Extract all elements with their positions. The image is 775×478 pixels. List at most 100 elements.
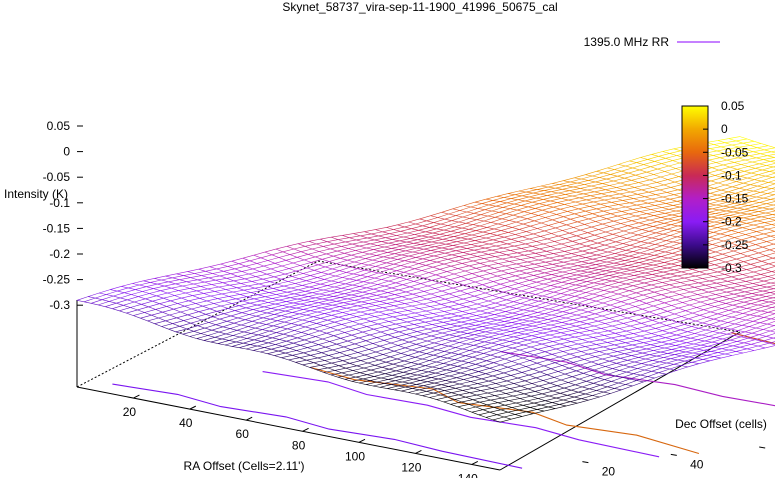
mesh-segment (551, 271, 563, 275)
mesh-segment (500, 364, 508, 368)
mesh-segment (582, 386, 590, 390)
mesh-segment (538, 297, 550, 302)
mesh-segment (233, 319, 246, 324)
mesh-segment (764, 183, 775, 188)
mesh-segment (295, 359, 307, 363)
mesh-segment (486, 223, 499, 228)
mesh-segment (521, 201, 533, 206)
mesh-segment (752, 197, 764, 202)
mesh-segment (463, 334, 475, 339)
mesh-segment (574, 210, 586, 215)
mesh-segment (371, 271, 379, 274)
mesh-segment (516, 342, 524, 346)
mesh-segment (595, 218, 607, 222)
mesh-segment (213, 300, 225, 304)
mesh-segment (568, 378, 580, 383)
mesh-segment (461, 399, 473, 403)
mesh-segment (680, 362, 692, 366)
mesh-segment (736, 255, 748, 260)
mesh-segment (574, 174, 586, 179)
mesh-segment (314, 266, 326, 271)
mesh-segment (417, 319, 426, 323)
mesh-segment (375, 305, 383, 308)
mesh-segment (584, 221, 596, 225)
mesh-segment (317, 357, 325, 361)
mesh-segment (450, 404, 458, 408)
mesh-segment (480, 307, 492, 312)
mesh-segment (192, 293, 204, 296)
mesh-segment (655, 229, 668, 234)
mesh-segment (143, 280, 151, 283)
mesh-segment (393, 263, 401, 266)
mesh-segment (630, 267, 643, 271)
mesh-segment (628, 300, 640, 305)
mesh-segment (749, 153, 761, 156)
mesh-segment (276, 291, 288, 295)
mesh-segment (509, 306, 517, 309)
mesh-segment (458, 254, 471, 257)
mesh-segment (630, 229, 642, 234)
mesh-segment (473, 385, 485, 389)
mesh-segment (718, 179, 730, 184)
mesh-segment (649, 308, 661, 313)
mesh-segment (755, 241, 767, 245)
mesh-segment (339, 266, 351, 271)
mesh-segment (654, 289, 666, 293)
mesh-segment (322, 338, 330, 342)
mesh-segment (518, 360, 530, 365)
mesh-segment (516, 304, 528, 309)
mesh-segment (516, 390, 525, 395)
mesh-segment (570, 341, 579, 345)
mesh-segment (508, 229, 520, 233)
mesh-segment (429, 317, 437, 321)
mesh-segment (327, 367, 335, 371)
mesh-segment (471, 411, 479, 416)
mesh-segment (247, 285, 255, 289)
mesh-segment (509, 388, 518, 392)
mesh-segment (699, 353, 707, 356)
mesh-segment (442, 374, 450, 377)
mesh-segment (741, 236, 753, 241)
mesh-segment (714, 344, 727, 348)
mesh-segment (447, 357, 455, 360)
mesh-segment (477, 336, 489, 341)
mesh-segment (281, 265, 290, 269)
mesh-segment (765, 345, 775, 349)
mesh-segment (455, 306, 467, 310)
mesh-segment (652, 316, 664, 321)
mesh-segment (447, 354, 459, 359)
mesh-segment (565, 191, 577, 195)
mesh-segment (566, 343, 579, 347)
mesh-segment (519, 268, 531, 272)
mesh-segment (296, 257, 305, 261)
mesh-segment (378, 268, 390, 274)
mesh-segment (579, 240, 591, 245)
mesh-segment (461, 321, 469, 325)
mesh-segment (737, 205, 749, 209)
mesh-segment (304, 256, 316, 261)
mesh-segment (232, 331, 245, 336)
mesh-segment (540, 357, 549, 361)
mesh-segment (334, 283, 346, 288)
mesh-segment (666, 225, 679, 230)
mesh-segment (532, 283, 544, 288)
mesh-segment (526, 398, 539, 402)
mesh-segment (648, 189, 660, 193)
mesh-segment (488, 252, 500, 255)
mesh-segment (171, 287, 179, 291)
mesh-segment (233, 280, 242, 284)
mesh-segment (382, 229, 394, 233)
mesh-segment (396, 270, 404, 273)
mesh-segment (382, 307, 390, 311)
mesh-segment (514, 369, 523, 373)
mesh-segment (389, 309, 397, 313)
mesh-segment (440, 356, 448, 359)
mesh-segment (694, 329, 706, 334)
mesh-segment (432, 263, 445, 268)
mesh-segment (645, 355, 657, 360)
mesh-segment (423, 346, 431, 349)
mesh-segment (361, 301, 369, 304)
mesh-segment (582, 282, 594, 287)
mesh-segment (453, 327, 465, 331)
mesh-segment (366, 381, 378, 385)
